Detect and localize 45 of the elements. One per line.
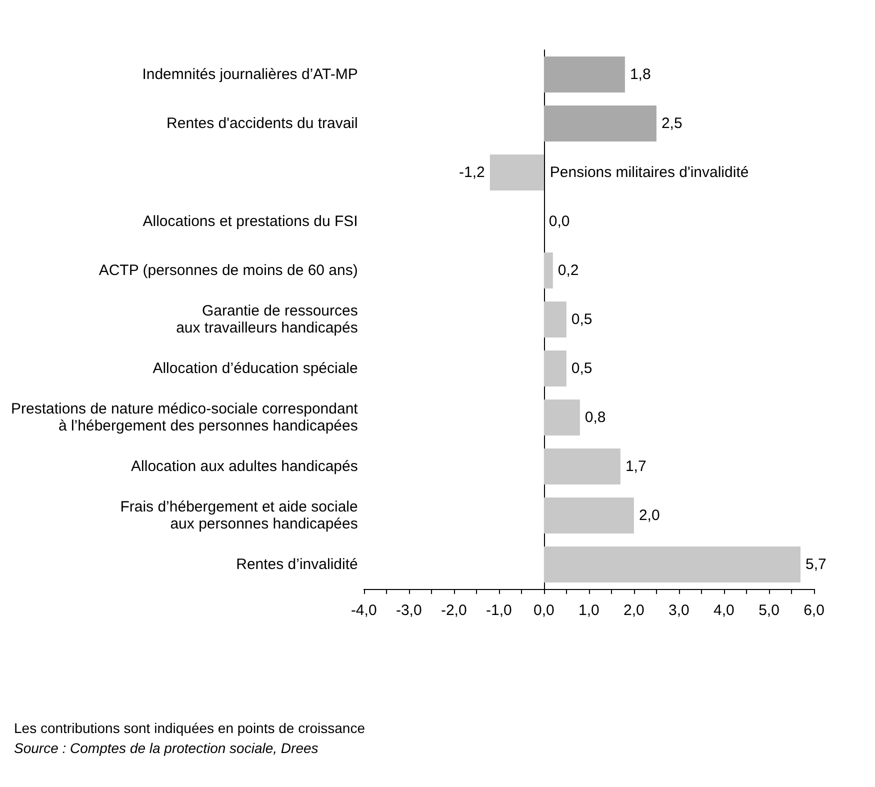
x-tick-label: -3,0 (396, 602, 422, 619)
y-tick-label: Allocations et prestations du FSI (142, 213, 358, 230)
y-tick-label: Allocation aux adultes handicapés (131, 458, 358, 475)
x-tick-label: 3,0 (668, 602, 690, 619)
y-tick-label: Allocation d’éducation spéciale (152, 360, 358, 377)
y-tick-label: Rentes d’invalidité (236, 556, 358, 573)
y-tick-label: Prestations de nature médico-sociale correspondant à l’hébergement des personnes handicapées (10, 400, 359, 434)
text: Les contributions sont indiquées en points de croissance (14, 720, 366, 736)
y-tick-label: Indemnités journalières d’AT-MP (142, 66, 358, 83)
x-tick-label: -2,0 (440, 602, 467, 619)
x-tick-label: -1,0 (486, 602, 512, 619)
bar (544, 546, 800, 582)
data-label: 2,0 (638, 507, 660, 524)
data-label: 0,2 (558, 262, 579, 279)
x-tick-label: 4,0 (714, 602, 734, 619)
data-label: 0,5 (571, 311, 592, 328)
source-note: Source : Comptes de la protection sociale, Drees (14, 740, 318, 756)
data-label: 1,8 (630, 66, 651, 83)
bar (544, 350, 566, 386)
x-tick-label: 0,0 (533, 602, 554, 619)
data-label: -1,2 (459, 164, 485, 181)
bar (544, 252, 553, 288)
data-label: 0,0 (548, 213, 570, 230)
data-label: 0,8 (584, 409, 606, 426)
bar (544, 56, 625, 92)
bar (544, 106, 656, 142)
x-tick-label: 2,0 (624, 602, 644, 619)
x-tick-label: -4,0 (350, 602, 377, 619)
bar (544, 400, 580, 436)
data-label: 1,7 (625, 458, 646, 475)
bar (544, 302, 566, 338)
y-tick-label: Pensions militaires d'invalidité (550, 164, 749, 181)
y-tick-label: Garantie de ressources aux travailleurs handicapés (176, 302, 358, 336)
y-tick-label: Rentes d'accidents du travail (166, 115, 358, 132)
x-tick-label: 6,0 (804, 602, 824, 619)
y-tick-label: ACTP (personnes de moins de 60 ans) (98, 262, 358, 279)
bar (490, 154, 544, 190)
bar (544, 448, 620, 484)
bar (544, 498, 634, 534)
data-label: 5,7 (805, 556, 826, 573)
data-label: 0,5 (571, 360, 592, 377)
data-label: 2,5 (661, 115, 682, 132)
y-tick-label: Frais d’hébergement et aide sociale aux personnes handicapées (120, 498, 358, 532)
x-tick-label: 1,0 (578, 602, 600, 619)
x-tick-label: 5,0 (758, 602, 780, 619)
